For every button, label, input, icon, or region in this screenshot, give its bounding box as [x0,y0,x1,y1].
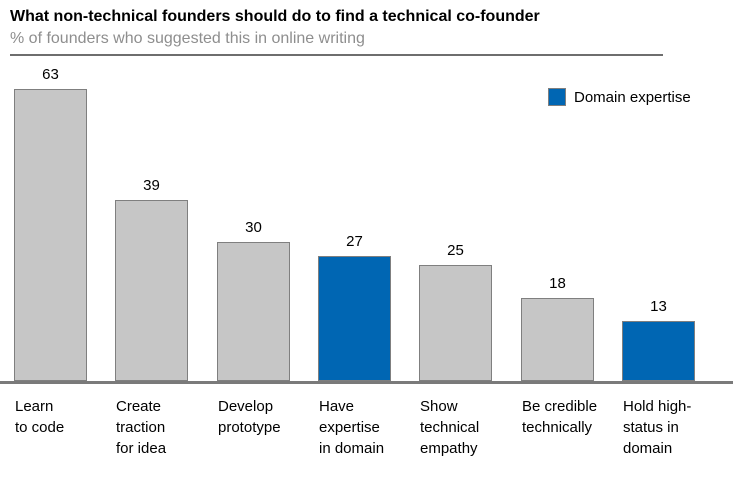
bar-value-label: 27 [346,233,363,250]
bar-value-label: 25 [447,242,464,259]
bar-value-label: 39 [143,177,160,194]
bar-value-label: 18 [549,275,566,292]
bar-value-label: 13 [650,298,667,315]
bar [419,265,492,381]
category-label: Be credible technically [522,398,598,436]
bar [115,200,188,381]
bar [521,298,594,381]
x-axis-line [0,381,733,384]
chart-subtitle: % of founders who suggested this in onli… [10,30,365,47]
bar [14,89,87,381]
legend: Domain expertise [548,88,691,106]
category-label: Create traction for idea [116,398,167,457]
bar [318,256,391,381]
bar [622,321,695,381]
chart-title: What non-technical founders should do to… [10,8,540,25]
category-label: Develop prototype [218,398,281,436]
legend-label: Domain expertise [574,88,691,106]
category-label: Learn to code [15,398,65,436]
category-label: Hold high- status in domain [623,398,692,457]
header-divider [10,54,663,56]
category-label: Have expertise in domain [319,398,385,457]
bar [217,242,290,381]
bar-value-label: 30 [245,219,262,236]
bar-value-label: 63 [42,66,59,83]
legend-swatch-icon [548,88,566,106]
category-label: Show technical empathy [420,398,480,457]
